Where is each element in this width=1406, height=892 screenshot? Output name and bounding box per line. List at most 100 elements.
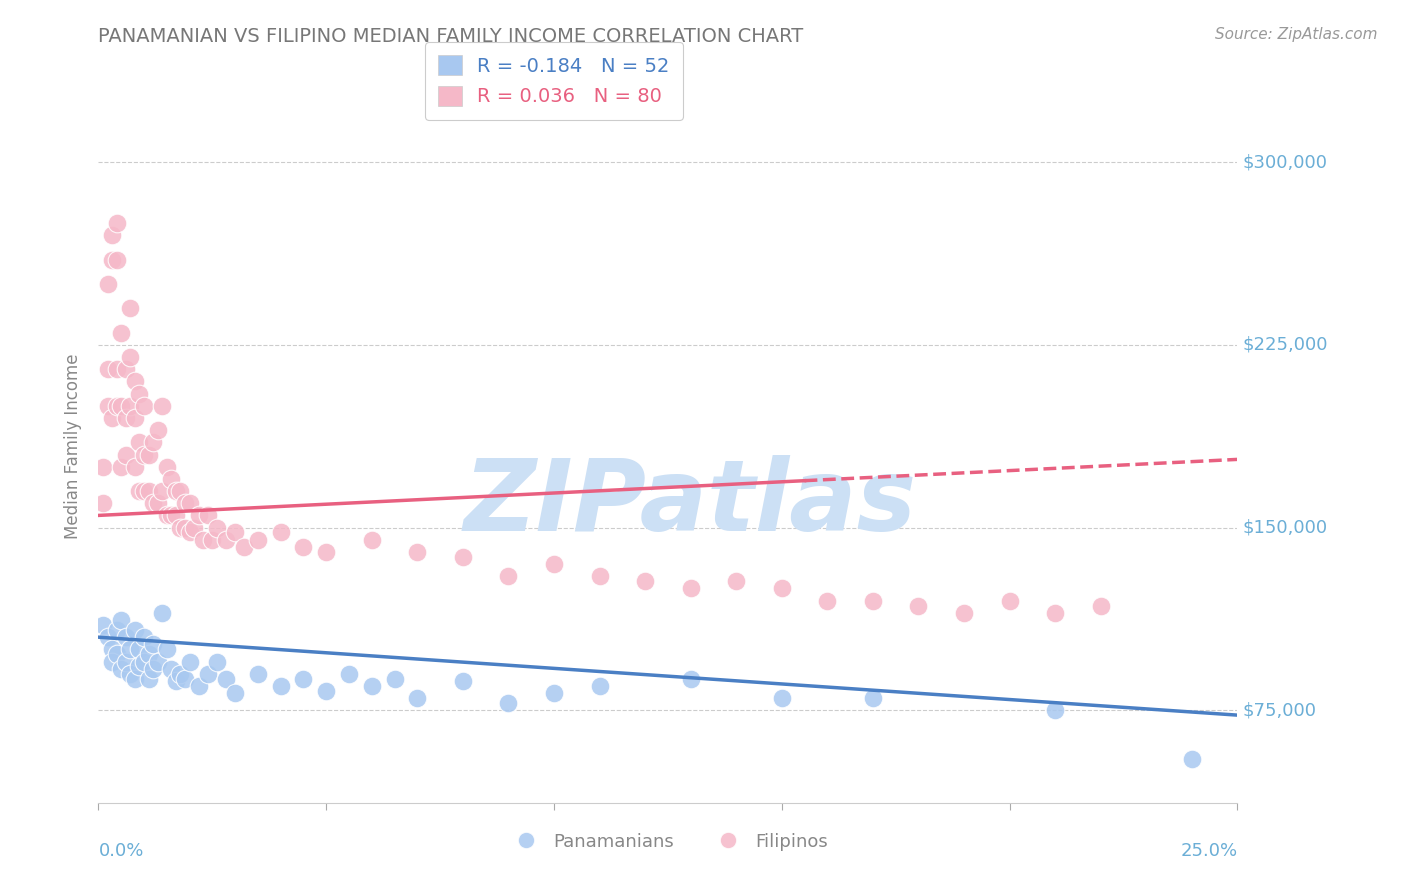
Point — [124, 459, 146, 474]
Point — [1090, 599, 1112, 613]
Point — [132, 399, 155, 413]
Point — [725, 574, 748, 589]
Point — [91, 496, 114, 510]
Point — [187, 508, 209, 523]
Point — [101, 228, 124, 243]
Point — [384, 672, 406, 686]
Point — [246, 533, 269, 547]
Point — [998, 593, 1021, 607]
Point — [907, 599, 929, 613]
Text: $75,000: $75,000 — [1243, 701, 1317, 719]
Text: $150,000: $150,000 — [1243, 518, 1329, 537]
Point — [205, 520, 228, 534]
Point — [101, 411, 124, 425]
Point — [205, 655, 228, 669]
Point — [543, 686, 565, 700]
Point — [215, 533, 238, 547]
Y-axis label: Median Family Income: Median Family Income — [65, 353, 83, 539]
Point — [105, 623, 128, 637]
Point — [114, 655, 136, 669]
Point — [360, 533, 382, 547]
Point — [292, 672, 315, 686]
Text: $300,000: $300,000 — [1243, 153, 1329, 171]
Text: 25.0%: 25.0% — [1180, 842, 1237, 860]
Point — [187, 679, 209, 693]
Point — [451, 549, 474, 564]
Point — [110, 613, 132, 627]
Point — [315, 545, 337, 559]
Point — [132, 630, 155, 644]
Point — [315, 683, 337, 698]
Point — [292, 540, 315, 554]
Point — [770, 582, 793, 596]
Point — [160, 472, 183, 486]
Point — [128, 386, 150, 401]
Point — [179, 525, 201, 540]
Point — [156, 642, 179, 657]
Point — [110, 399, 132, 413]
Point — [114, 362, 136, 376]
Point — [142, 662, 165, 676]
Point — [110, 662, 132, 676]
Point — [146, 655, 169, 669]
Point — [132, 484, 155, 499]
Point — [114, 411, 136, 425]
Point — [165, 673, 187, 688]
Point — [101, 642, 124, 657]
Point — [183, 520, 205, 534]
Point — [150, 606, 173, 620]
Point — [124, 411, 146, 425]
Point — [128, 659, 150, 673]
Point — [1043, 606, 1066, 620]
Point — [142, 496, 165, 510]
Text: PANAMANIAN VS FILIPINO MEDIAN FAMILY INCOME CORRELATION CHART: PANAMANIAN VS FILIPINO MEDIAN FAMILY INC… — [98, 27, 804, 45]
Point — [120, 301, 142, 316]
Point — [120, 666, 142, 681]
Point — [815, 593, 838, 607]
Point — [174, 496, 197, 510]
Point — [174, 672, 197, 686]
Point — [337, 666, 360, 681]
Point — [498, 569, 520, 583]
Point — [150, 399, 173, 413]
Point — [132, 448, 155, 462]
Point — [634, 574, 657, 589]
Point — [201, 533, 224, 547]
Point — [156, 508, 179, 523]
Point — [101, 252, 124, 267]
Point — [128, 484, 150, 499]
Point — [105, 647, 128, 661]
Point — [142, 638, 165, 652]
Point — [197, 508, 219, 523]
Point — [132, 655, 155, 669]
Text: $225,000: $225,000 — [1243, 336, 1329, 354]
Text: ZIPatlas: ZIPatlas — [464, 455, 917, 551]
Point — [160, 662, 183, 676]
Point — [105, 252, 128, 267]
Point — [101, 655, 124, 669]
Point — [588, 569, 610, 583]
Point — [142, 435, 165, 450]
Point — [105, 216, 128, 230]
Point — [165, 484, 187, 499]
Point — [862, 593, 884, 607]
Point — [105, 399, 128, 413]
Point — [138, 448, 160, 462]
Point — [114, 448, 136, 462]
Point — [406, 545, 429, 559]
Point — [174, 520, 197, 534]
Point — [588, 679, 610, 693]
Point — [138, 647, 160, 661]
Point — [1043, 703, 1066, 717]
Text: 0.0%: 0.0% — [98, 842, 143, 860]
Point — [138, 484, 160, 499]
Point — [197, 666, 219, 681]
Text: Source: ZipAtlas.com: Source: ZipAtlas.com — [1215, 27, 1378, 42]
Point — [543, 557, 565, 571]
Legend: Panamanians, Filipinos: Panamanians, Filipinos — [501, 826, 835, 858]
Point — [91, 618, 114, 632]
Point — [179, 655, 201, 669]
Point — [96, 277, 118, 291]
Point — [451, 673, 474, 688]
Point — [114, 630, 136, 644]
